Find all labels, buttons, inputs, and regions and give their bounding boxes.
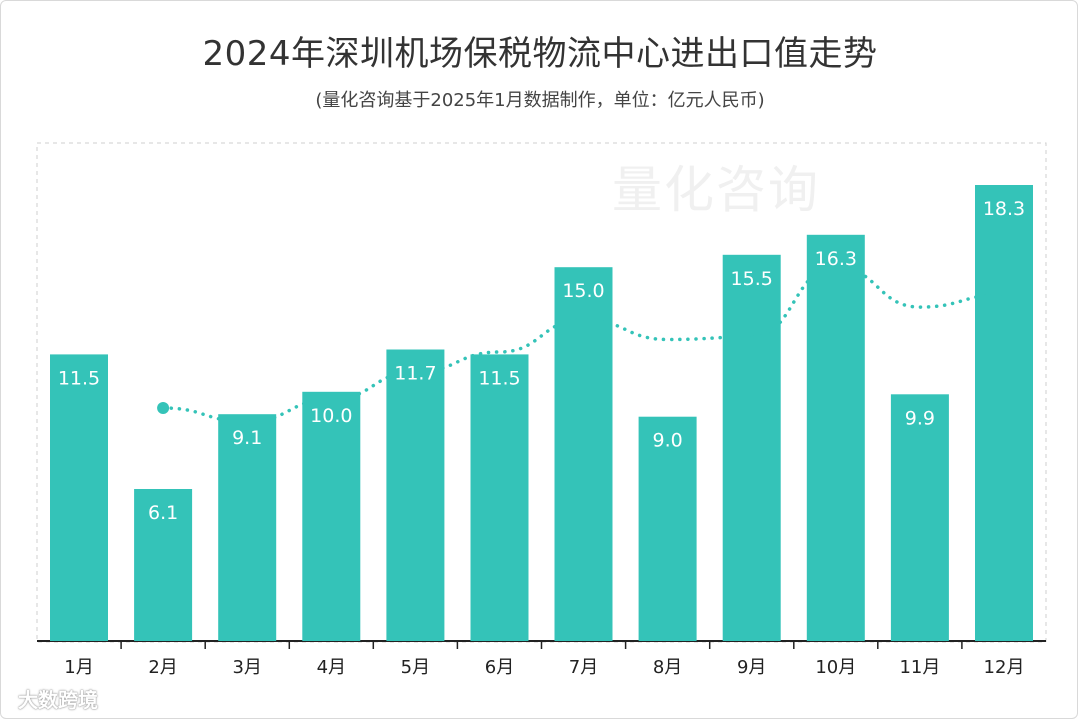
chart-title: 2024年深圳机场保税物流中心进出口值走势 — [202, 34, 878, 74]
data-label-9: 15.5 — [731, 268, 773, 290]
data-label-8: 9.0 — [652, 430, 682, 452]
bar-8 — [638, 416, 697, 641]
data-label-4: 10.0 — [310, 405, 352, 427]
footer-logo-text: 大数跨境 — [18, 688, 98, 712]
data-label-11: 9.9 — [905, 407, 935, 429]
bar-3 — [218, 414, 277, 641]
bar-12 — [975, 185, 1033, 641]
bar-5 — [386, 349, 445, 641]
data-label-7: 15.0 — [562, 280, 604, 302]
bar-11 — [890, 394, 949, 641]
bar-6 — [470, 354, 529, 641]
x-tick-label-3: 3月 — [232, 657, 261, 678]
trend-line-group — [157, 265, 1006, 424]
data-label-10: 16.3 — [815, 248, 857, 270]
data-label-6: 11.5 — [478, 367, 520, 389]
x-ticks-group: 1月 2月 3月 4月 5月 6月 7月 8月 9月 10月 11月 12月 — [64, 641, 1024, 678]
x-tick-label-11: 11月 — [899, 657, 940, 678]
trend-line-start-point — [157, 402, 170, 414]
x-tick-label-2: 2月 — [148, 657, 177, 678]
plot-area-border — [36, 142, 1047, 643]
x-tick-label-4: 4月 — [317, 657, 346, 678]
bar-2 — [134, 489, 193, 641]
bar-9 — [722, 254, 781, 642]
chart-subtitle: (量化咨询基于2025年1月数据制作，单位：亿元人民币) — [315, 90, 765, 111]
x-tick-label-1: 1月 — [64, 657, 93, 678]
data-label-2: 6.1 — [148, 502, 178, 524]
bar-4 — [302, 391, 361, 641]
bars-group — [50, 185, 1033, 642]
data-labels-group: 11.5 6.1 9.1 10.0 11.7 11.5 15.0 9.0 15.5 16.3 9.9… — [58, 198, 1025, 524]
x-tick-label-9: 9月 — [737, 657, 766, 678]
bar-7 — [554, 267, 613, 641]
bar-1 — [50, 354, 108, 641]
x-tick-label-12: 12月 — [984, 657, 1025, 678]
data-label-3: 9.1 — [232, 427, 262, 449]
bar-10 — [806, 234, 865, 642]
data-label-1: 11.5 — [58, 367, 100, 389]
x-tick-label-7: 7月 — [569, 657, 598, 678]
x-tick-label-5: 5月 — [401, 657, 430, 678]
x-tick-label-10: 10月 — [815, 657, 856, 678]
data-label-12: 18.3 — [983, 198, 1025, 220]
data-label-5: 11.7 — [394, 363, 436, 385]
watermark-text: 量化咨询 — [612, 161, 820, 219]
x-tick-label-6: 6月 — [485, 657, 514, 678]
x-tick-label-8: 8月 — [653, 657, 682, 678]
